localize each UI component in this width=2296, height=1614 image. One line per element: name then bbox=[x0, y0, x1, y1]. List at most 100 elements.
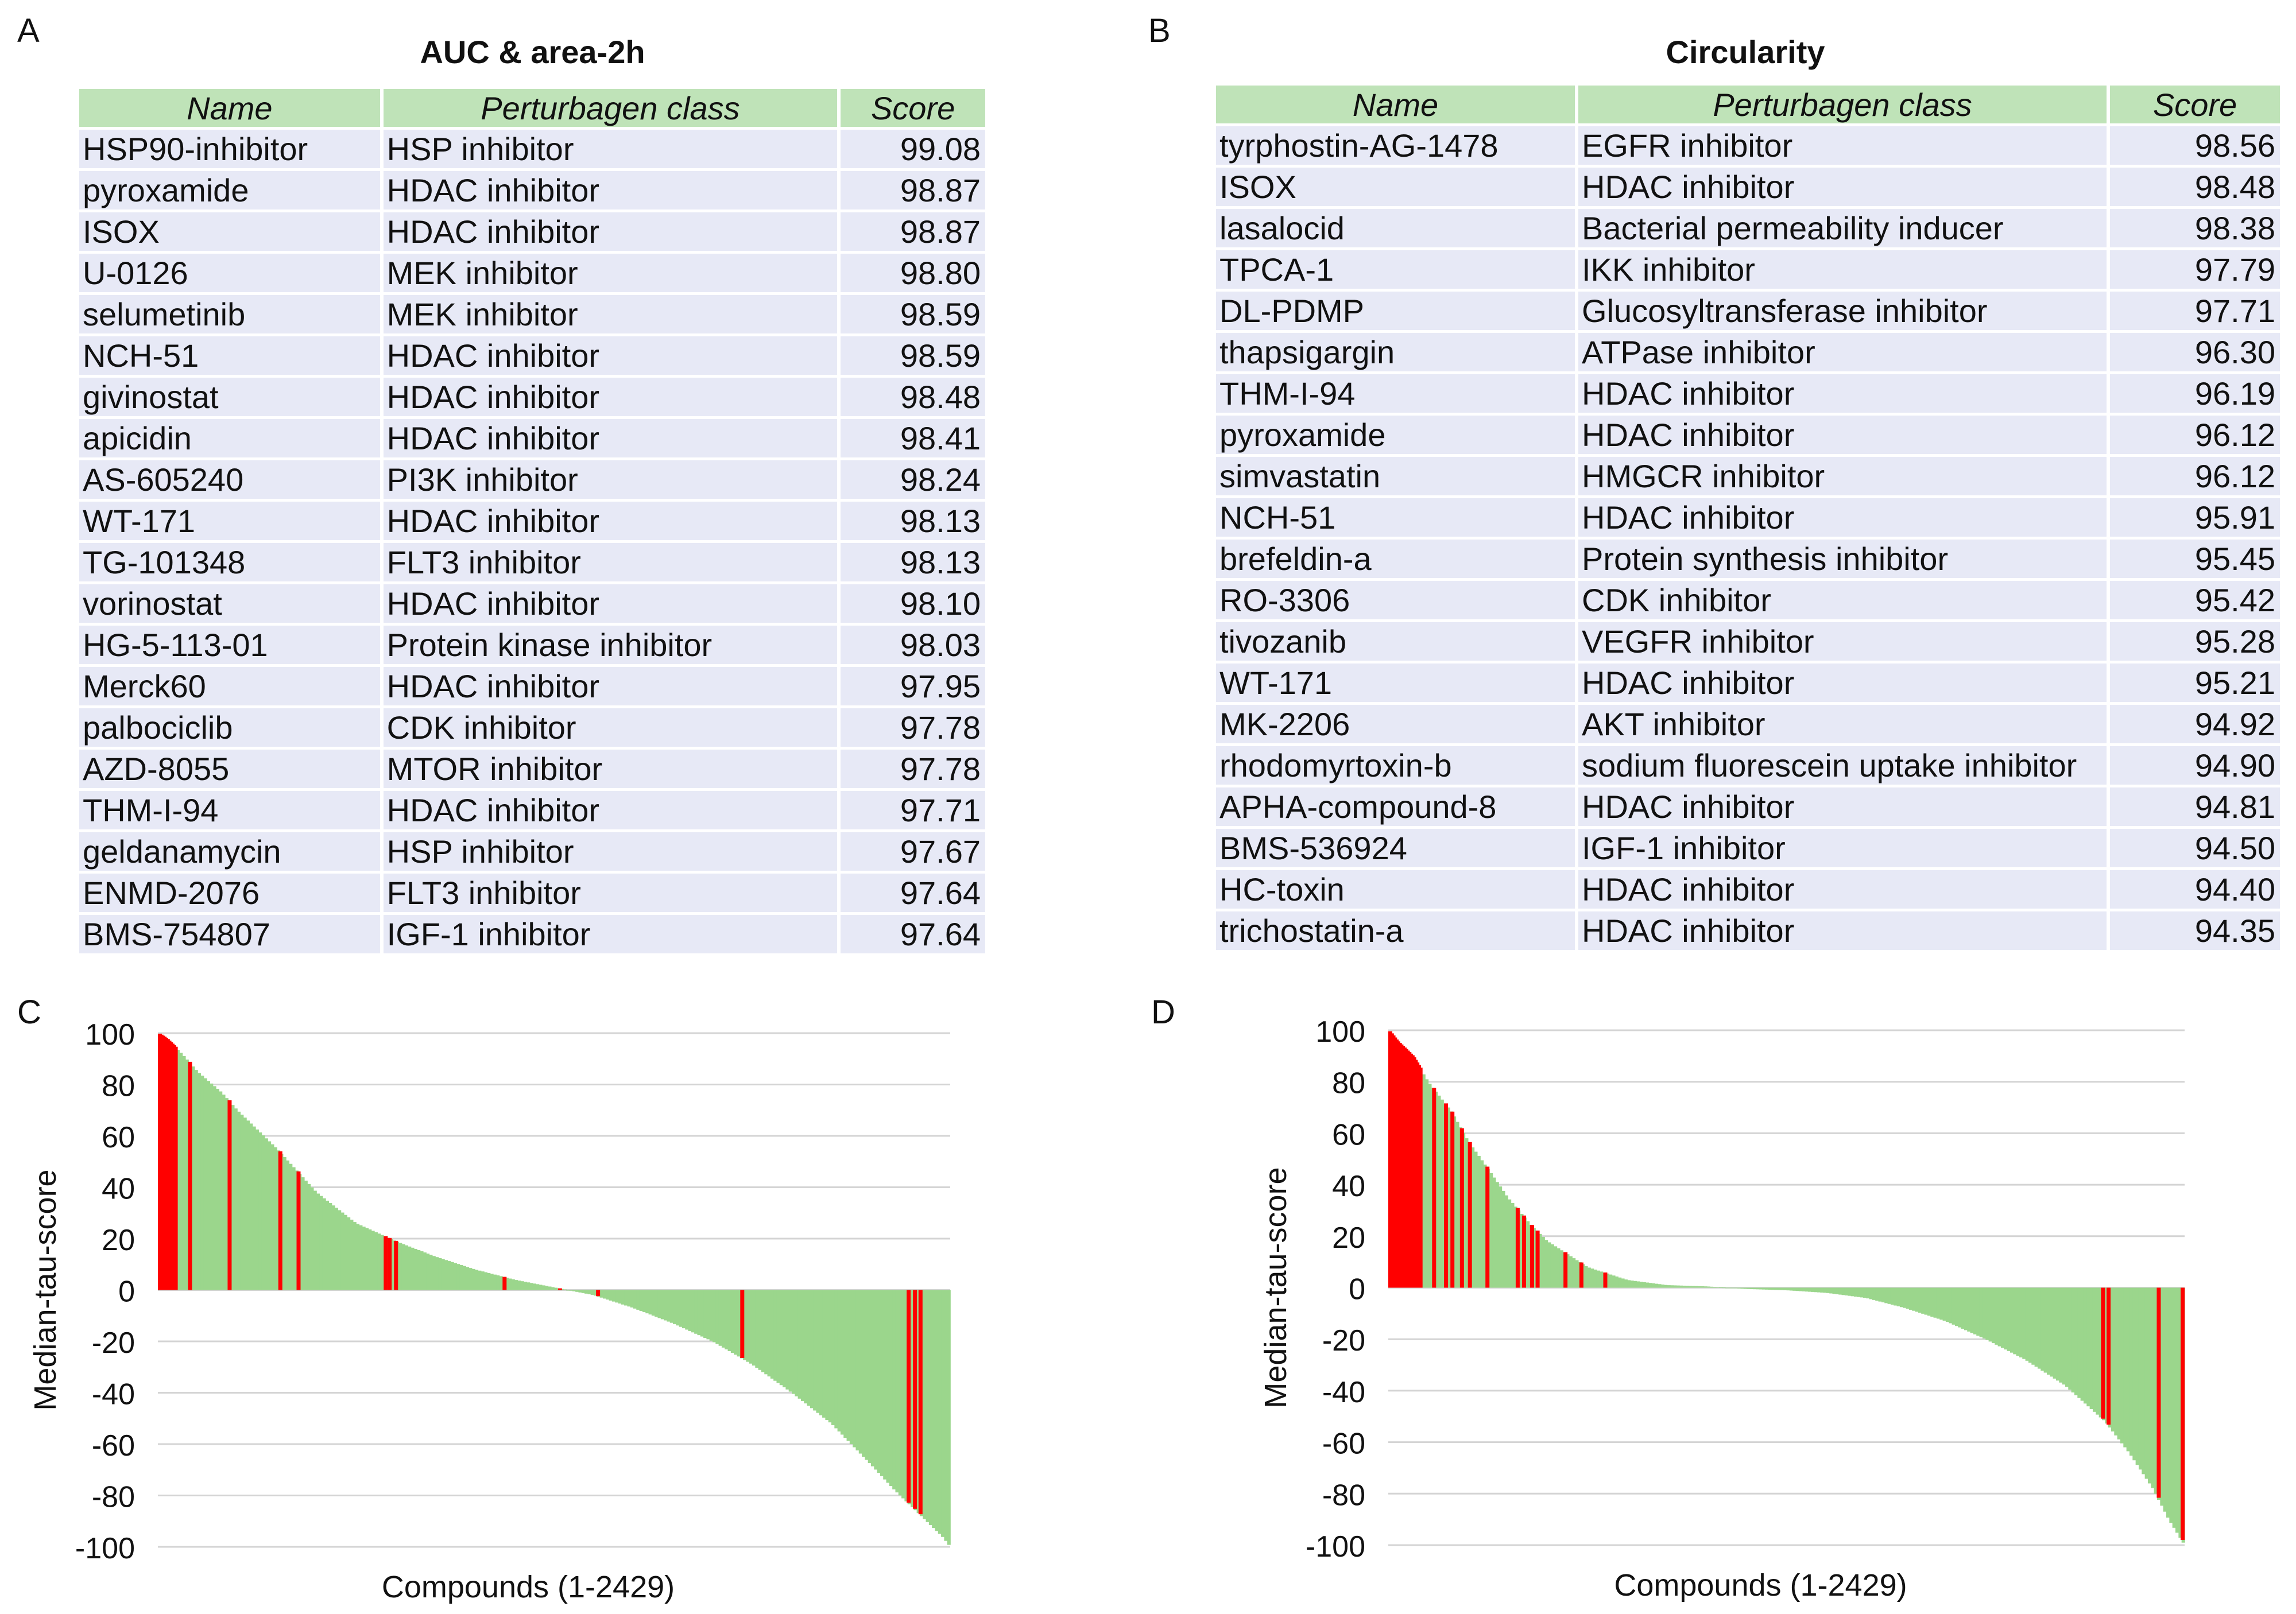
cell-perturbagen-class: CDK inhibitor bbox=[1578, 581, 2107, 619]
cell-name: WT-171 bbox=[1216, 664, 1575, 702]
cell-name: AZD-8055 bbox=[79, 750, 380, 788]
bar bbox=[240, 1114, 244, 1290]
bar bbox=[365, 1228, 369, 1290]
bar bbox=[594, 1290, 598, 1296]
cell-perturbagen-class: HDAC inhibitor bbox=[1578, 664, 2107, 702]
table-row: ISOX HDAC inhibitor 98.87 bbox=[79, 212, 985, 251]
bar bbox=[2059, 1287, 2063, 1383]
bar bbox=[657, 1290, 661, 1318]
bar bbox=[2175, 1287, 2179, 1533]
highlighted-bar bbox=[740, 1290, 745, 1358]
bar bbox=[773, 1290, 777, 1381]
y-tick-label: -20 bbox=[1322, 1324, 1365, 1357]
cell-perturbagen-class: CDK inhibitor bbox=[383, 708, 838, 747]
highlighted-bar bbox=[1418, 1068, 1423, 1288]
cell-name: pyroxamide bbox=[79, 171, 380, 209]
table-row: ENMD-2076 FLT3 inhibitor 97.64 bbox=[79, 874, 985, 912]
bar bbox=[1664, 1285, 1668, 1288]
highlighted-bar bbox=[913, 1290, 917, 1509]
bar bbox=[551, 1287, 555, 1290]
cell-score: 97.78 bbox=[841, 750, 985, 788]
bar bbox=[1605, 1273, 1609, 1288]
bar bbox=[466, 1267, 470, 1290]
bar bbox=[2034, 1287, 2038, 1367]
table-title-b: Circularity bbox=[1666, 34, 1825, 70]
cell-score: 96.30 bbox=[2110, 333, 2280, 371]
bar bbox=[642, 1290, 646, 1313]
bar bbox=[1771, 1287, 1775, 1290]
bar bbox=[536, 1284, 540, 1290]
bar bbox=[1887, 1287, 1891, 1304]
cell-perturbagen-class: HDAC inhibitor bbox=[1578, 498, 2107, 537]
highlighted-bar bbox=[918, 1290, 923, 1515]
bar bbox=[1593, 1269, 1597, 1288]
bar bbox=[1651, 1283, 1655, 1288]
bar bbox=[584, 1290, 588, 1294]
bar bbox=[1749, 1287, 1753, 1290]
bar bbox=[904, 1290, 908, 1502]
bar bbox=[606, 1290, 610, 1300]
bar bbox=[1725, 1287, 1729, 1289]
bar bbox=[2055, 1287, 2060, 1381]
bar bbox=[2114, 1287, 2118, 1435]
cell-perturbagen-class: HDAC inhibitor bbox=[383, 171, 838, 209]
bar bbox=[1648, 1283, 1652, 1288]
bar bbox=[1988, 1287, 1992, 1342]
bar bbox=[2154, 1287, 2158, 1494]
bar bbox=[2163, 1287, 2167, 1512]
bar bbox=[1642, 1282, 1646, 1288]
table-title-a: AUC & area-2h bbox=[420, 34, 645, 70]
cell-score: 98.87 bbox=[841, 212, 985, 251]
bar bbox=[685, 1290, 689, 1330]
bar bbox=[599, 1290, 603, 1298]
bar bbox=[923, 1290, 927, 1519]
bar bbox=[615, 1290, 619, 1303]
bar bbox=[2166, 1287, 2170, 1518]
highlighted-bar bbox=[907, 1290, 911, 1503]
cell-name: HSP90-inhibitor bbox=[79, 130, 380, 168]
bar bbox=[1991, 1287, 1996, 1344]
bar bbox=[398, 1243, 402, 1290]
bar bbox=[194, 1070, 198, 1290]
bar bbox=[807, 1290, 811, 1406]
bar bbox=[1973, 1287, 1977, 1334]
cell-score: 95.45 bbox=[2110, 540, 2280, 578]
bar bbox=[1798, 1287, 1802, 1291]
bar bbox=[865, 1290, 869, 1460]
highlighted-bar bbox=[1522, 1215, 1527, 1288]
bar bbox=[1440, 1099, 1444, 1288]
bar bbox=[1575, 1260, 1579, 1288]
bar bbox=[1685, 1286, 1689, 1288]
table-row: NCH-51 HDAC inhibitor 95.91 bbox=[1216, 498, 2280, 537]
table-row: brefeldin-a Protein synthesis inhibitor 95… bbox=[1216, 540, 2280, 578]
y-tick-label: -100 bbox=[75, 1532, 135, 1565]
bar bbox=[572, 1290, 576, 1291]
bar bbox=[380, 1235, 384, 1290]
bar bbox=[529, 1283, 533, 1290]
bar bbox=[1566, 1254, 1570, 1288]
table-header-row: Name Perturbagen class Score bbox=[1216, 86, 2280, 123]
bar bbox=[2046, 1287, 2051, 1375]
bar bbox=[1600, 1271, 1604, 1288]
bar bbox=[459, 1264, 463, 1290]
bar bbox=[916, 1290, 920, 1514]
bar bbox=[1471, 1147, 1475, 1288]
bar bbox=[1492, 1177, 1496, 1288]
bar bbox=[2147, 1287, 2152, 1484]
bar bbox=[630, 1290, 634, 1308]
bar bbox=[682, 1290, 686, 1329]
bar bbox=[307, 1184, 311, 1290]
bar bbox=[1826, 1287, 1830, 1293]
bar bbox=[627, 1290, 631, 1307]
bar bbox=[215, 1088, 219, 1290]
cell-score: 98.10 bbox=[841, 584, 985, 623]
bar bbox=[1792, 1287, 1796, 1291]
bar bbox=[1807, 1287, 1811, 1292]
bar bbox=[514, 1280, 518, 1290]
bar bbox=[935, 1290, 939, 1531]
cell-name: palbociclib bbox=[79, 708, 380, 747]
bar bbox=[1541, 1237, 1545, 1288]
bar bbox=[737, 1290, 741, 1357]
bar bbox=[679, 1290, 683, 1327]
bar bbox=[1952, 1287, 1956, 1325]
